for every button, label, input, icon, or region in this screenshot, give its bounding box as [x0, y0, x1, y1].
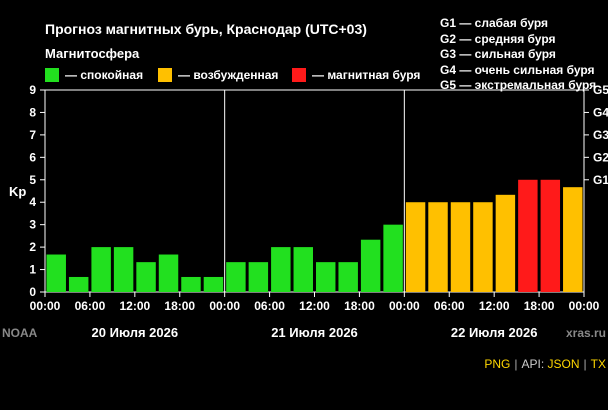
- kp-bar: [360, 239, 381, 292]
- legend-label-storm: — магнитная буря: [312, 68, 421, 82]
- kp-bar: [203, 276, 224, 292]
- legend-swatch-active: [158, 68, 172, 82]
- x-tick-label: 18:00: [164, 299, 195, 313]
- kp-bar: [473, 202, 493, 292]
- kp-bar: [518, 179, 538, 292]
- legend-item-active: — возбужденная: [158, 68, 278, 82]
- x-tick-label: 00:00: [30, 299, 61, 313]
- y-tick-label: 5: [29, 173, 36, 187]
- kp-bar: [383, 224, 403, 292]
- kp-bar: [68, 276, 89, 292]
- day-label: 21 Июля 2026: [271, 325, 358, 340]
- day-label: 22 Июля 2026: [451, 325, 538, 340]
- y-tick-label: 0: [29, 285, 36, 299]
- footer-separator: |: [514, 357, 518, 371]
- x-tick-label: 06:00: [254, 299, 285, 313]
- kp-bar: [46, 254, 66, 292]
- g-tick-label: G2: [593, 150, 608, 164]
- x-tick-label: 06:00: [434, 299, 465, 313]
- kp-bar: [158, 254, 179, 292]
- kp-bar: [405, 202, 426, 292]
- chart-title: Прогноз магнитных бурь, Краснодар (UTC+0…: [45, 21, 367, 37]
- storm-level-legend: G1 — слабая буря G2 — средняя буря G3 — …: [440, 16, 596, 94]
- legend-item-quiet: — спокойная: [45, 68, 143, 82]
- kp-bar: [450, 202, 471, 292]
- g-tick-label: G4: [593, 105, 608, 119]
- x-tick-label: 18:00: [344, 299, 375, 313]
- kp-bar-chart: 0 1 2 3 4 5 6 7 8 9 Kp G1 G2 G3 G4 G5 00:00 06:00 12:00 18:…: [2, 83, 608, 340]
- day-label: 20 Июля 2026: [92, 325, 179, 340]
- api-label: API:: [521, 357, 545, 371]
- g-tick-label: G3: [593, 128, 608, 142]
- png-link[interactable]: PNG: [484, 357, 511, 371]
- kp-bar: [91, 247, 111, 292]
- kp-bar: [113, 247, 134, 292]
- kp-bar: [540, 179, 561, 292]
- y-tick-label: 7: [29, 128, 36, 142]
- legend-label-active: — возбужденная: [178, 68, 279, 82]
- y-tick-label: 9: [29, 83, 36, 97]
- y-tick-label: 1: [29, 263, 36, 277]
- json-link[interactable]: JSON: [547, 357, 580, 371]
- kp-bar: [428, 202, 448, 292]
- source-label-xras: xras.ru: [566, 326, 606, 340]
- kp-bar: [495, 194, 516, 292]
- y-tick-label: 8: [29, 105, 36, 119]
- x-tick-label: 12:00: [479, 299, 510, 313]
- kp-bar: [136, 262, 156, 292]
- legend-title: Магнитосфера: [45, 46, 140, 61]
- g-tick-label: G1: [593, 173, 608, 187]
- x-tick-label: 12:00: [119, 299, 150, 313]
- kp-bar: [248, 262, 269, 292]
- y-axis-label: Kp: [9, 184, 26, 199]
- kp-bar: [293, 247, 313, 292]
- legend-swatch-quiet: [45, 68, 59, 82]
- storm-level-g5: G5 — экстремальная буря: [440, 78, 597, 92]
- kp-bar: [563, 187, 583, 292]
- kp-bar: [181, 276, 201, 292]
- kp-bar: [226, 262, 246, 292]
- legend-item-storm: — магнитная буря: [292, 68, 420, 82]
- y-tick-label: 4: [29, 195, 36, 209]
- storm-level-g3: G3 — сильная буря: [440, 47, 556, 61]
- legend-label-quiet: — спокойная: [65, 68, 144, 82]
- g-tick-label: G5: [593, 83, 608, 97]
- storm-level-g2: G2 — средняя буря: [440, 31, 556, 46]
- footer-links: PNG | API: JSON | TX: [484, 357, 606, 371]
- storm-level-g1: G1 — слабая буря: [440, 16, 549, 30]
- x-tick-label: 12:00: [299, 299, 330, 313]
- y-tick-label: 3: [29, 218, 36, 232]
- storm-level-g4: G4 — очень сильная буря: [440, 62, 595, 77]
- kp-bar: [316, 262, 336, 292]
- y-tick-label: 2: [29, 240, 36, 254]
- x-tick-label: 06:00: [75, 299, 106, 313]
- kp-bar: [271, 247, 291, 292]
- kp-bar: [338, 262, 358, 292]
- footer-separator: |: [583, 357, 587, 371]
- y-tick-label: 6: [29, 150, 36, 164]
- x-tick-label: 00:00: [569, 299, 600, 313]
- x-tick-label: 00:00: [209, 299, 240, 313]
- x-tick-label: 00:00: [389, 299, 420, 313]
- legend-swatch-storm: [292, 68, 306, 82]
- x-tick-label: 18:00: [524, 299, 555, 313]
- txt-link[interactable]: TX: [590, 357, 606, 371]
- source-label-noaa: NOAA: [2, 326, 38, 340]
